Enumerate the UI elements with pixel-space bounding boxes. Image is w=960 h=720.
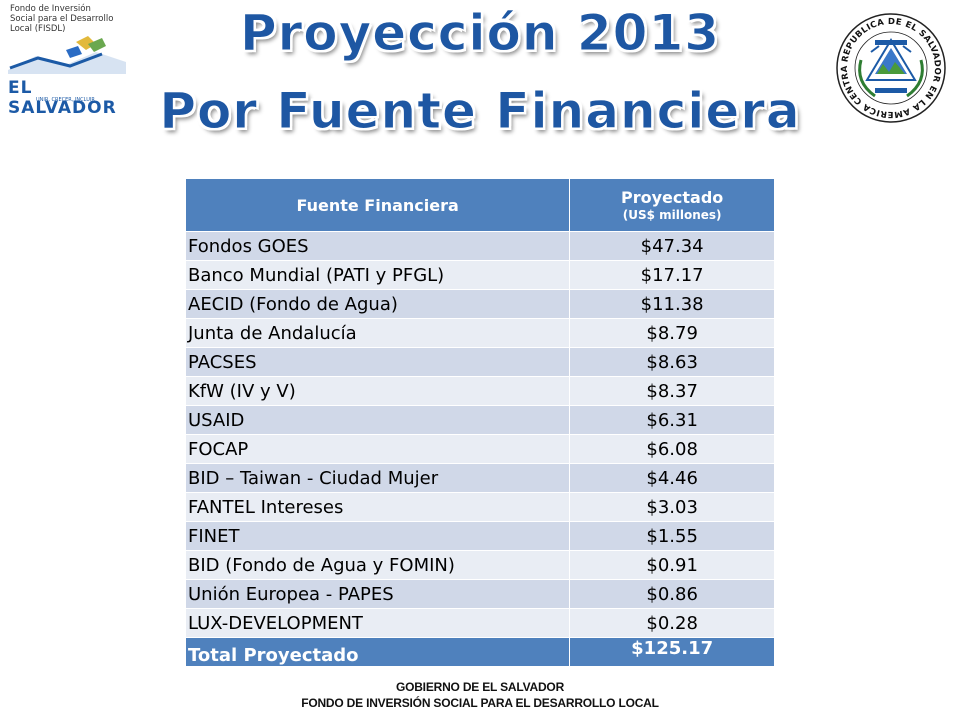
org-line-2: Social para el Desarrollo	[10, 14, 114, 24]
header-proyectado-label: Proyectado	[621, 188, 724, 207]
header-fuente: Fuente Financiera	[184, 178, 571, 232]
footer-fisdl: FONDO DE INVERSIÓN SOCIAL PARA EL DESARR…	[301, 696, 659, 710]
table-row: Fondos GOES $47.34	[184, 231, 775, 261]
row-name: BID (Fondo de Agua y FOMIN)	[184, 550, 571, 580]
row-name: FANTEL Intereses	[184, 492, 571, 522]
table-row: BID (Fondo de Agua y FOMIN) $0.91	[184, 550, 775, 580]
row-value: $11.38	[569, 289, 775, 319]
row-name: USAID	[184, 405, 571, 435]
org-line-3: Local (FISDL)	[10, 24, 66, 34]
row-name: KfW (IV y V)	[184, 376, 571, 406]
row-value: $8.37	[569, 376, 775, 406]
title-line-1: Proyección 2013	[239, 4, 721, 63]
row-name: Unión Europea - PAPES	[184, 579, 571, 609]
row-name: LUX-DEVELOPMENT	[184, 608, 571, 638]
total-label: Total Proyectado	[184, 637, 571, 667]
row-name: Banco Mundial (PATI y PFGL)	[184, 260, 571, 290]
table-row: FINET $1.55	[184, 521, 775, 551]
row-value: $6.08	[569, 434, 775, 464]
row-value: $3.03	[569, 492, 775, 522]
header-proyectado-unit: (US$ millones)	[622, 208, 722, 222]
row-name: FINET	[184, 521, 571, 551]
table-row: PACSES $8.63	[184, 347, 775, 377]
fisdl-emblem-icon	[8, 36, 126, 74]
fisdl-logo: Fondo de Inversión Social para el Desarr…	[6, 4, 130, 118]
row-value: $1.55	[569, 521, 775, 551]
table-row: USAID $6.31	[184, 405, 775, 435]
logo-tagline: UNIR, CRECER, INCLUIR	[36, 97, 95, 103]
row-value: $47.34	[569, 231, 775, 261]
table-row: Junta de Andalucía $8.79	[184, 318, 775, 348]
table-row: KfW (IV y V) $8.37	[184, 376, 775, 406]
row-name: Junta de Andalucía	[184, 318, 571, 348]
table-row: FOCAP $6.08	[184, 434, 775, 464]
table-row: FANTEL Intereses $3.03	[184, 492, 775, 522]
row-name: AECID (Fondo de Agua)	[184, 289, 571, 319]
row-name: PACSES	[184, 347, 571, 377]
table-row: Banco Mundial (PATI y PFGL) $17.17	[184, 260, 775, 290]
row-value: $0.86	[569, 579, 775, 609]
row-value: $8.63	[569, 347, 775, 377]
table-header-row: Fuente Financiera Proyectado (US$ millon…	[184, 178, 775, 232]
financing-table: Fuente Financiera Proyectado (US$ millon…	[184, 178, 775, 667]
org-line-1: Fondo de Inversión	[10, 4, 91, 14]
row-name: BID – Taiwan - Ciudad Mujer	[184, 463, 571, 493]
table-row: LUX-DEVELOPMENT $0.28	[184, 608, 775, 638]
row-value: $6.31	[569, 405, 775, 435]
table-total-row: Total Proyectado $125.17	[184, 637, 775, 667]
row-name: FOCAP	[184, 434, 571, 464]
row-value: $0.91	[569, 550, 775, 580]
row-name: Fondos GOES	[184, 231, 571, 261]
row-value: $8.79	[569, 318, 775, 348]
logo-country-name: EL SALVADOR	[8, 78, 117, 118]
row-value: $0.28	[569, 608, 775, 638]
row-value: $17.17	[569, 260, 775, 290]
fisdl-org-name: Fondo de Inversión Social para el Desarr…	[10, 4, 130, 34]
table-row: Unión Europea - PAPES $0.86	[184, 579, 775, 609]
table-row: AECID (Fondo de Agua) $11.38	[184, 289, 775, 319]
row-value: $4.46	[569, 463, 775, 493]
table-row: BID – Taiwan - Ciudad Mujer $4.46	[184, 463, 775, 493]
header-proyectado: Proyectado (US$ millones)	[569, 178, 775, 232]
coat-of-arms-icon: REPUBLICA DE EL SALVADOR EN LA AMERICA C…	[835, 12, 946, 123]
total-value: $125.17	[569, 637, 775, 667]
footer-government: GOBIERNO DE EL SALVADOR	[395, 680, 565, 694]
title-line-2: Por Fuente Financiera	[159, 82, 801, 141]
